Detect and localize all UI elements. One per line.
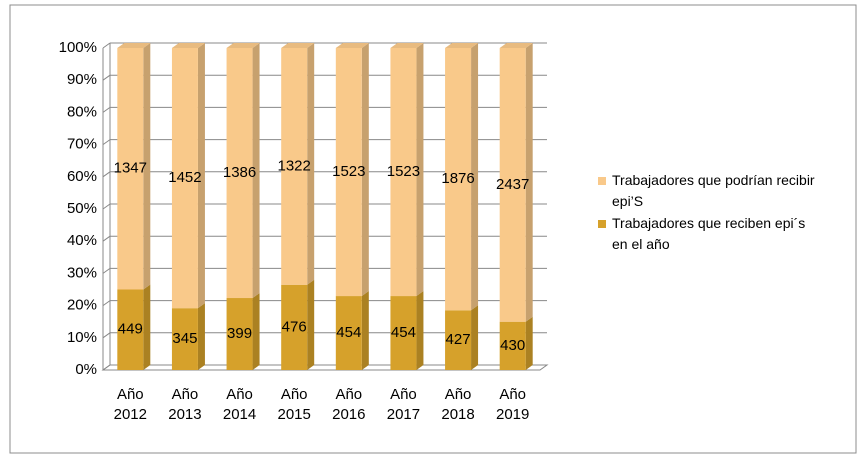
bar-side bbox=[525, 316, 533, 370]
legend-swatch bbox=[598, 220, 606, 228]
bar-top bbox=[335, 43, 369, 48]
data-label: 1523 bbox=[332, 163, 365, 180]
bar-top bbox=[117, 43, 151, 48]
bar-side bbox=[471, 305, 479, 370]
x-tick-label: Año 2018 bbox=[441, 386, 475, 423]
bar bbox=[171, 308, 198, 370]
x-tick-label: Año 2016 bbox=[332, 386, 366, 423]
bar-side bbox=[416, 291, 424, 370]
x-tick-label: Año 2013 bbox=[168, 386, 202, 423]
bar-side bbox=[416, 43, 424, 297]
tick-diagonal bbox=[102, 74, 111, 81]
bar-top bbox=[281, 43, 315, 48]
legend-swatch bbox=[598, 177, 606, 185]
data-label: 1322 bbox=[278, 157, 311, 174]
data-label: 399 bbox=[227, 325, 252, 342]
y-tick-label: 80% bbox=[67, 103, 97, 120]
bar-side bbox=[361, 291, 369, 370]
data-label: 1876 bbox=[441, 170, 474, 187]
x-tick-label: Año 2015 bbox=[277, 386, 311, 423]
bar bbox=[390, 48, 417, 297]
bar bbox=[117, 289, 144, 370]
bar-top bbox=[445, 43, 479, 48]
bar-side bbox=[361, 43, 369, 297]
data-label: 1386 bbox=[223, 164, 256, 181]
bar bbox=[281, 48, 308, 285]
legend-label: Trabajadores que reciben epi´s en el año bbox=[612, 215, 806, 252]
y-tick-label: 90% bbox=[67, 71, 97, 88]
data-label: 449 bbox=[118, 321, 143, 338]
tick-diagonal bbox=[102, 106, 111, 113]
y-tick-label: 30% bbox=[67, 264, 97, 281]
frame-border bbox=[9, 4, 857, 454]
bar-top bbox=[390, 43, 424, 48]
bar-top bbox=[171, 43, 205, 48]
bar bbox=[226, 48, 253, 299]
y-tick-label: 20% bbox=[67, 297, 97, 314]
x-tick-label: Año 2019 bbox=[496, 386, 530, 423]
bar-side bbox=[471, 43, 479, 311]
legend-label: Trabajadores que podrían recibir epi’S bbox=[612, 172, 815, 209]
bar-top bbox=[499, 43, 533, 48]
bar bbox=[117, 48, 144, 290]
bar bbox=[281, 284, 308, 370]
data-label: 454 bbox=[391, 324, 416, 341]
bar-side bbox=[525, 43, 533, 322]
bar-side bbox=[143, 284, 151, 370]
bar bbox=[226, 298, 253, 370]
bar-side bbox=[252, 293, 260, 370]
data-label: 345 bbox=[172, 330, 197, 347]
y-tick-label: 100% bbox=[59, 39, 97, 56]
data-label: 1452 bbox=[168, 169, 201, 186]
tick-diagonal bbox=[102, 171, 111, 178]
data-label: 430 bbox=[500, 337, 525, 354]
tick-diagonal bbox=[102, 267, 111, 274]
x-tick-label: Año 2014 bbox=[222, 386, 257, 423]
bar bbox=[499, 48, 526, 322]
bar bbox=[390, 296, 417, 370]
tick-diagonal bbox=[102, 203, 111, 210]
y-tick-label: 10% bbox=[67, 329, 97, 346]
data-label: 427 bbox=[446, 331, 471, 348]
tick-diagonal bbox=[102, 364, 111, 371]
y-tick-label: 60% bbox=[67, 168, 97, 185]
bar bbox=[171, 48, 198, 309]
tick-diagonal bbox=[102, 235, 111, 242]
tick-diagonal bbox=[102, 42, 111, 49]
x-tick-label: Año 2012 bbox=[113, 386, 147, 423]
tick-diagonal bbox=[102, 332, 111, 339]
bar-side bbox=[143, 43, 151, 290]
bar bbox=[499, 321, 526, 370]
bar-side bbox=[197, 303, 205, 370]
floor bbox=[101, 364, 549, 371]
bar-top bbox=[226, 43, 260, 48]
bar bbox=[335, 48, 362, 297]
data-label: 1523 bbox=[387, 163, 420, 180]
x-tick-label: Año 2017 bbox=[386, 386, 421, 423]
bar bbox=[335, 296, 362, 370]
y-tick-label: 0% bbox=[75, 361, 97, 378]
data-label: 454 bbox=[336, 324, 361, 341]
tick-diagonal bbox=[102, 300, 111, 307]
bar-side bbox=[197, 43, 205, 309]
data-label: 476 bbox=[282, 318, 307, 335]
tick-diagonal bbox=[102, 139, 111, 146]
bar-side bbox=[307, 43, 315, 285]
data-label: 2437 bbox=[496, 176, 529, 193]
bar bbox=[445, 48, 472, 311]
y-tick-label: 70% bbox=[67, 136, 97, 153]
bar-side bbox=[252, 43, 260, 299]
bar bbox=[445, 310, 472, 370]
y-tick-label: 40% bbox=[67, 232, 97, 249]
bar-side bbox=[307, 279, 315, 370]
data-label: 1347 bbox=[114, 160, 147, 177]
y-tick-label: 50% bbox=[67, 200, 97, 217]
